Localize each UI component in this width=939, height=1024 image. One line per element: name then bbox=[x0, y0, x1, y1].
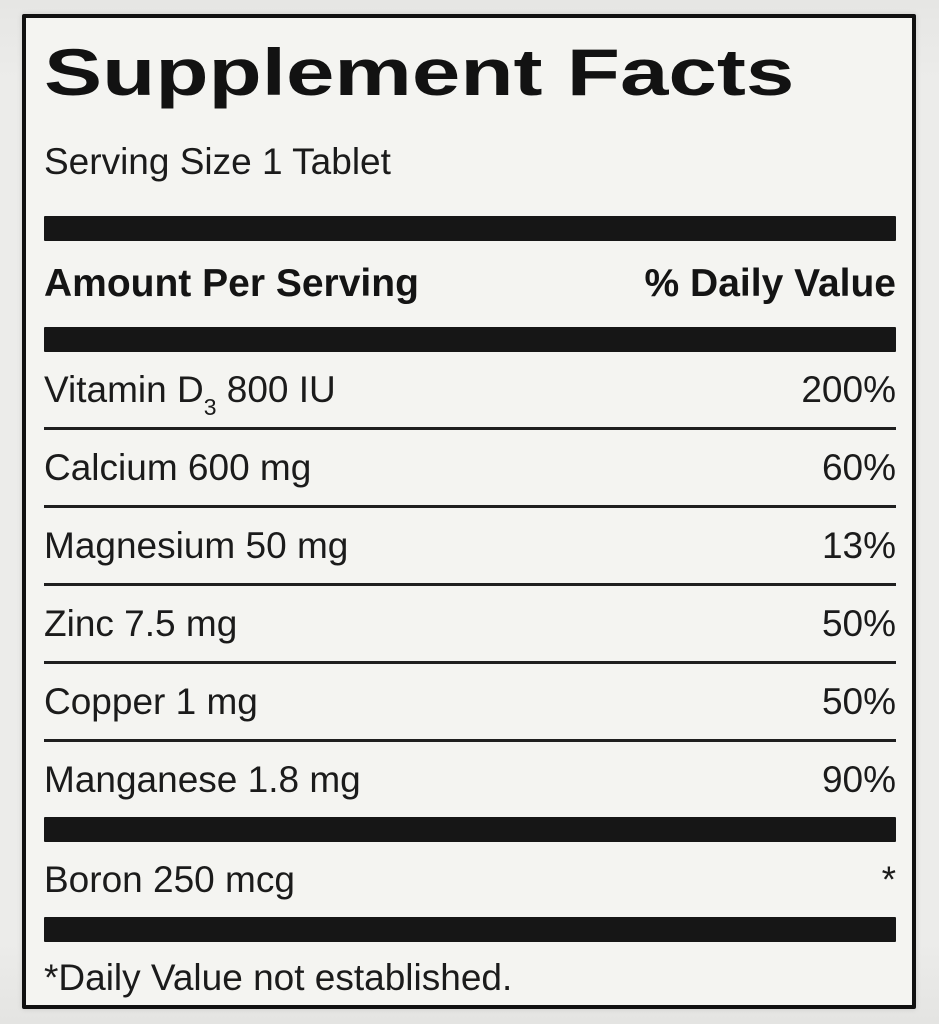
column-header-row: Amount Per Serving % Daily Value bbox=[44, 241, 896, 327]
column-daily-value: % Daily Value bbox=[644, 262, 896, 305]
nutrient-row-magnesium: Magnesium 50 mg 13% bbox=[44, 505, 896, 583]
nutrient-row-calcium: Calcium 600 mg 60% bbox=[44, 427, 896, 505]
nutrient-name: Boron 250 mcg bbox=[44, 859, 295, 900]
nutrient-name: Zinc 7.5 mg bbox=[44, 603, 238, 644]
divider-thick-header bbox=[44, 327, 896, 352]
daily-value-percent: 60% bbox=[821, 447, 896, 488]
daily-value-footnote: *Daily Value not established. bbox=[44, 957, 513, 998]
daily-value-percent: 200% bbox=[801, 369, 896, 410]
supplement-facts-label: Supplement Facts Serving Size 1 Tablet A… bbox=[22, 14, 916, 1009]
divider-thick-bottom bbox=[44, 917, 896, 942]
nutrient-name-subscript: 3 bbox=[203, 393, 217, 420]
nutrient-amount-text: 800 IU bbox=[216, 369, 336, 410]
nutrient-name: Magnesium 50 mg bbox=[44, 525, 349, 566]
nutrient-row-vitamin-d3: Vitamin D3 800 IU 200% bbox=[44, 352, 896, 427]
label-title-text: Supplement Facts bbox=[44, 35, 795, 109]
divider-thick-top bbox=[44, 216, 896, 241]
nutrient-name: Calcium 600 mg bbox=[44, 447, 312, 488]
label-title: Supplement Facts bbox=[44, 34, 896, 110]
nutrient-row-copper: Copper 1 mg 50% bbox=[44, 661, 896, 739]
serving-size-text: Serving Size 1 Tablet bbox=[44, 141, 391, 182]
daily-value-percent: 90% bbox=[821, 759, 896, 800]
nutrient-row-manganese: Manganese 1.8 mg 90% bbox=[44, 739, 896, 817]
nutrient-name-text: Vitamin D bbox=[44, 369, 204, 410]
divider-thick-boron-top bbox=[44, 817, 896, 842]
column-amount-per-serving: Amount Per Serving bbox=[44, 262, 419, 305]
daily-value-percent: 50% bbox=[821, 681, 896, 722]
nutrient-row-zinc: Zinc 7.5 mg 50% bbox=[44, 583, 896, 661]
daily-value-percent: 50% bbox=[821, 603, 896, 644]
nutrient-name: Manganese 1.8 mg bbox=[44, 759, 361, 800]
nutrient-rows: Vitamin D3 800 IU 200% Calcium 600 mg 60… bbox=[44, 352, 896, 817]
nutrient-row-boron: Boron 250 mcg * bbox=[44, 842, 896, 917]
daily-value-asterisk: * bbox=[881, 859, 896, 900]
daily-value-percent: 13% bbox=[821, 525, 896, 566]
nutrient-name: Vitamin D3 800 IU bbox=[44, 367, 336, 418]
nutrient-name: Copper 1 mg bbox=[44, 681, 258, 722]
